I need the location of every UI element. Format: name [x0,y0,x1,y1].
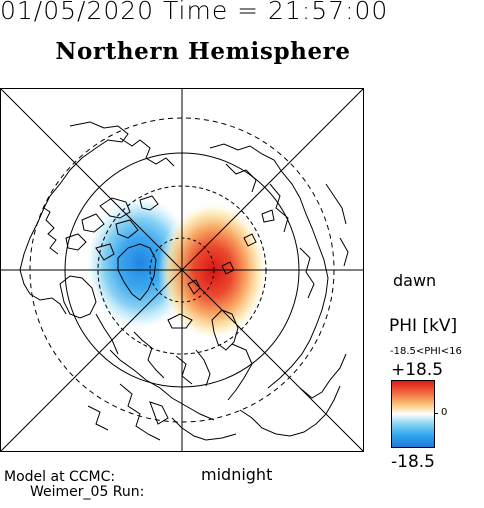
midnight-label: midnight [201,465,273,484]
colorbar-zero-label: 0 [441,407,448,418]
colorbar-max-label: +18.5 [391,360,444,380]
page-title: Northern Hemisphere [55,38,351,65]
colorbar [391,380,435,448]
positive-potential-cell [158,201,268,341]
dawn-label: dawn [393,271,437,290]
map-border [0,88,364,452]
colorbar-title: PHI [kV] [389,316,458,336]
meridian-lines [0,88,364,452]
colorbar-zero-tick [434,413,438,414]
polar-map [0,88,364,452]
colorbar-min-label: -18.5 [391,452,435,472]
colorbar-range-label: -18.5<PHI<16 [390,346,462,357]
run-label: Weimer_05 Run: [30,484,145,500]
timestamp-header: 01/05/2020 Time = 21:57:00 [0,0,389,25]
model-label: Model at CCMC: [4,469,116,485]
